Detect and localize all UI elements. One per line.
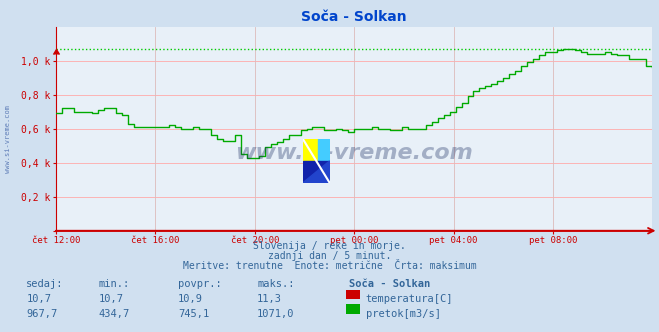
Text: 11,3: 11,3 bbox=[257, 294, 282, 304]
Text: 10,7: 10,7 bbox=[26, 294, 51, 304]
Text: 434,7: 434,7 bbox=[99, 309, 130, 319]
Text: 967,7: 967,7 bbox=[26, 309, 57, 319]
Text: zadnji dan / 5 minut.: zadnji dan / 5 minut. bbox=[268, 251, 391, 261]
Text: pretok[m3/s]: pretok[m3/s] bbox=[366, 309, 441, 319]
Text: www.si-vreme.com: www.si-vreme.com bbox=[5, 106, 11, 173]
Title: Soča - Solkan: Soča - Solkan bbox=[301, 10, 407, 24]
Text: 10,9: 10,9 bbox=[178, 294, 203, 304]
Text: povpr.:: povpr.: bbox=[178, 279, 221, 289]
Text: Soča - Solkan: Soča - Solkan bbox=[349, 279, 430, 289]
Text: sedaj:: sedaj: bbox=[26, 279, 64, 289]
Text: temperatura[C]: temperatura[C] bbox=[366, 294, 453, 304]
Text: maks.:: maks.: bbox=[257, 279, 295, 289]
Text: Slovenija / reke in morje.: Slovenija / reke in morje. bbox=[253, 241, 406, 251]
Text: min.:: min.: bbox=[99, 279, 130, 289]
Text: 10,7: 10,7 bbox=[99, 294, 124, 304]
Text: 745,1: 745,1 bbox=[178, 309, 209, 319]
Polygon shape bbox=[318, 139, 330, 161]
Text: 1071,0: 1071,0 bbox=[257, 309, 295, 319]
Polygon shape bbox=[303, 161, 330, 183]
Text: Meritve: trenutne  Enote: metrične  Črta: maksimum: Meritve: trenutne Enote: metrične Črta: … bbox=[183, 261, 476, 271]
Polygon shape bbox=[303, 161, 330, 183]
Text: www.si-vreme.com: www.si-vreme.com bbox=[235, 143, 473, 163]
Polygon shape bbox=[303, 139, 318, 161]
